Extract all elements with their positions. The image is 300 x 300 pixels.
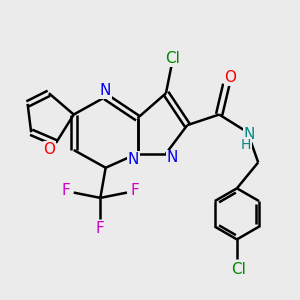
Text: N: N (128, 152, 139, 167)
Text: N: N (100, 83, 111, 98)
Text: F: F (61, 183, 70, 198)
Text: N: N (167, 150, 178, 165)
Text: O: O (44, 142, 56, 157)
Text: N: N (244, 127, 255, 142)
Text: O: O (224, 70, 236, 86)
Text: Cl: Cl (231, 262, 246, 277)
Text: F: F (130, 183, 139, 198)
Text: Cl: Cl (166, 51, 181, 66)
Text: F: F (96, 220, 105, 236)
Text: H: H (241, 138, 251, 152)
